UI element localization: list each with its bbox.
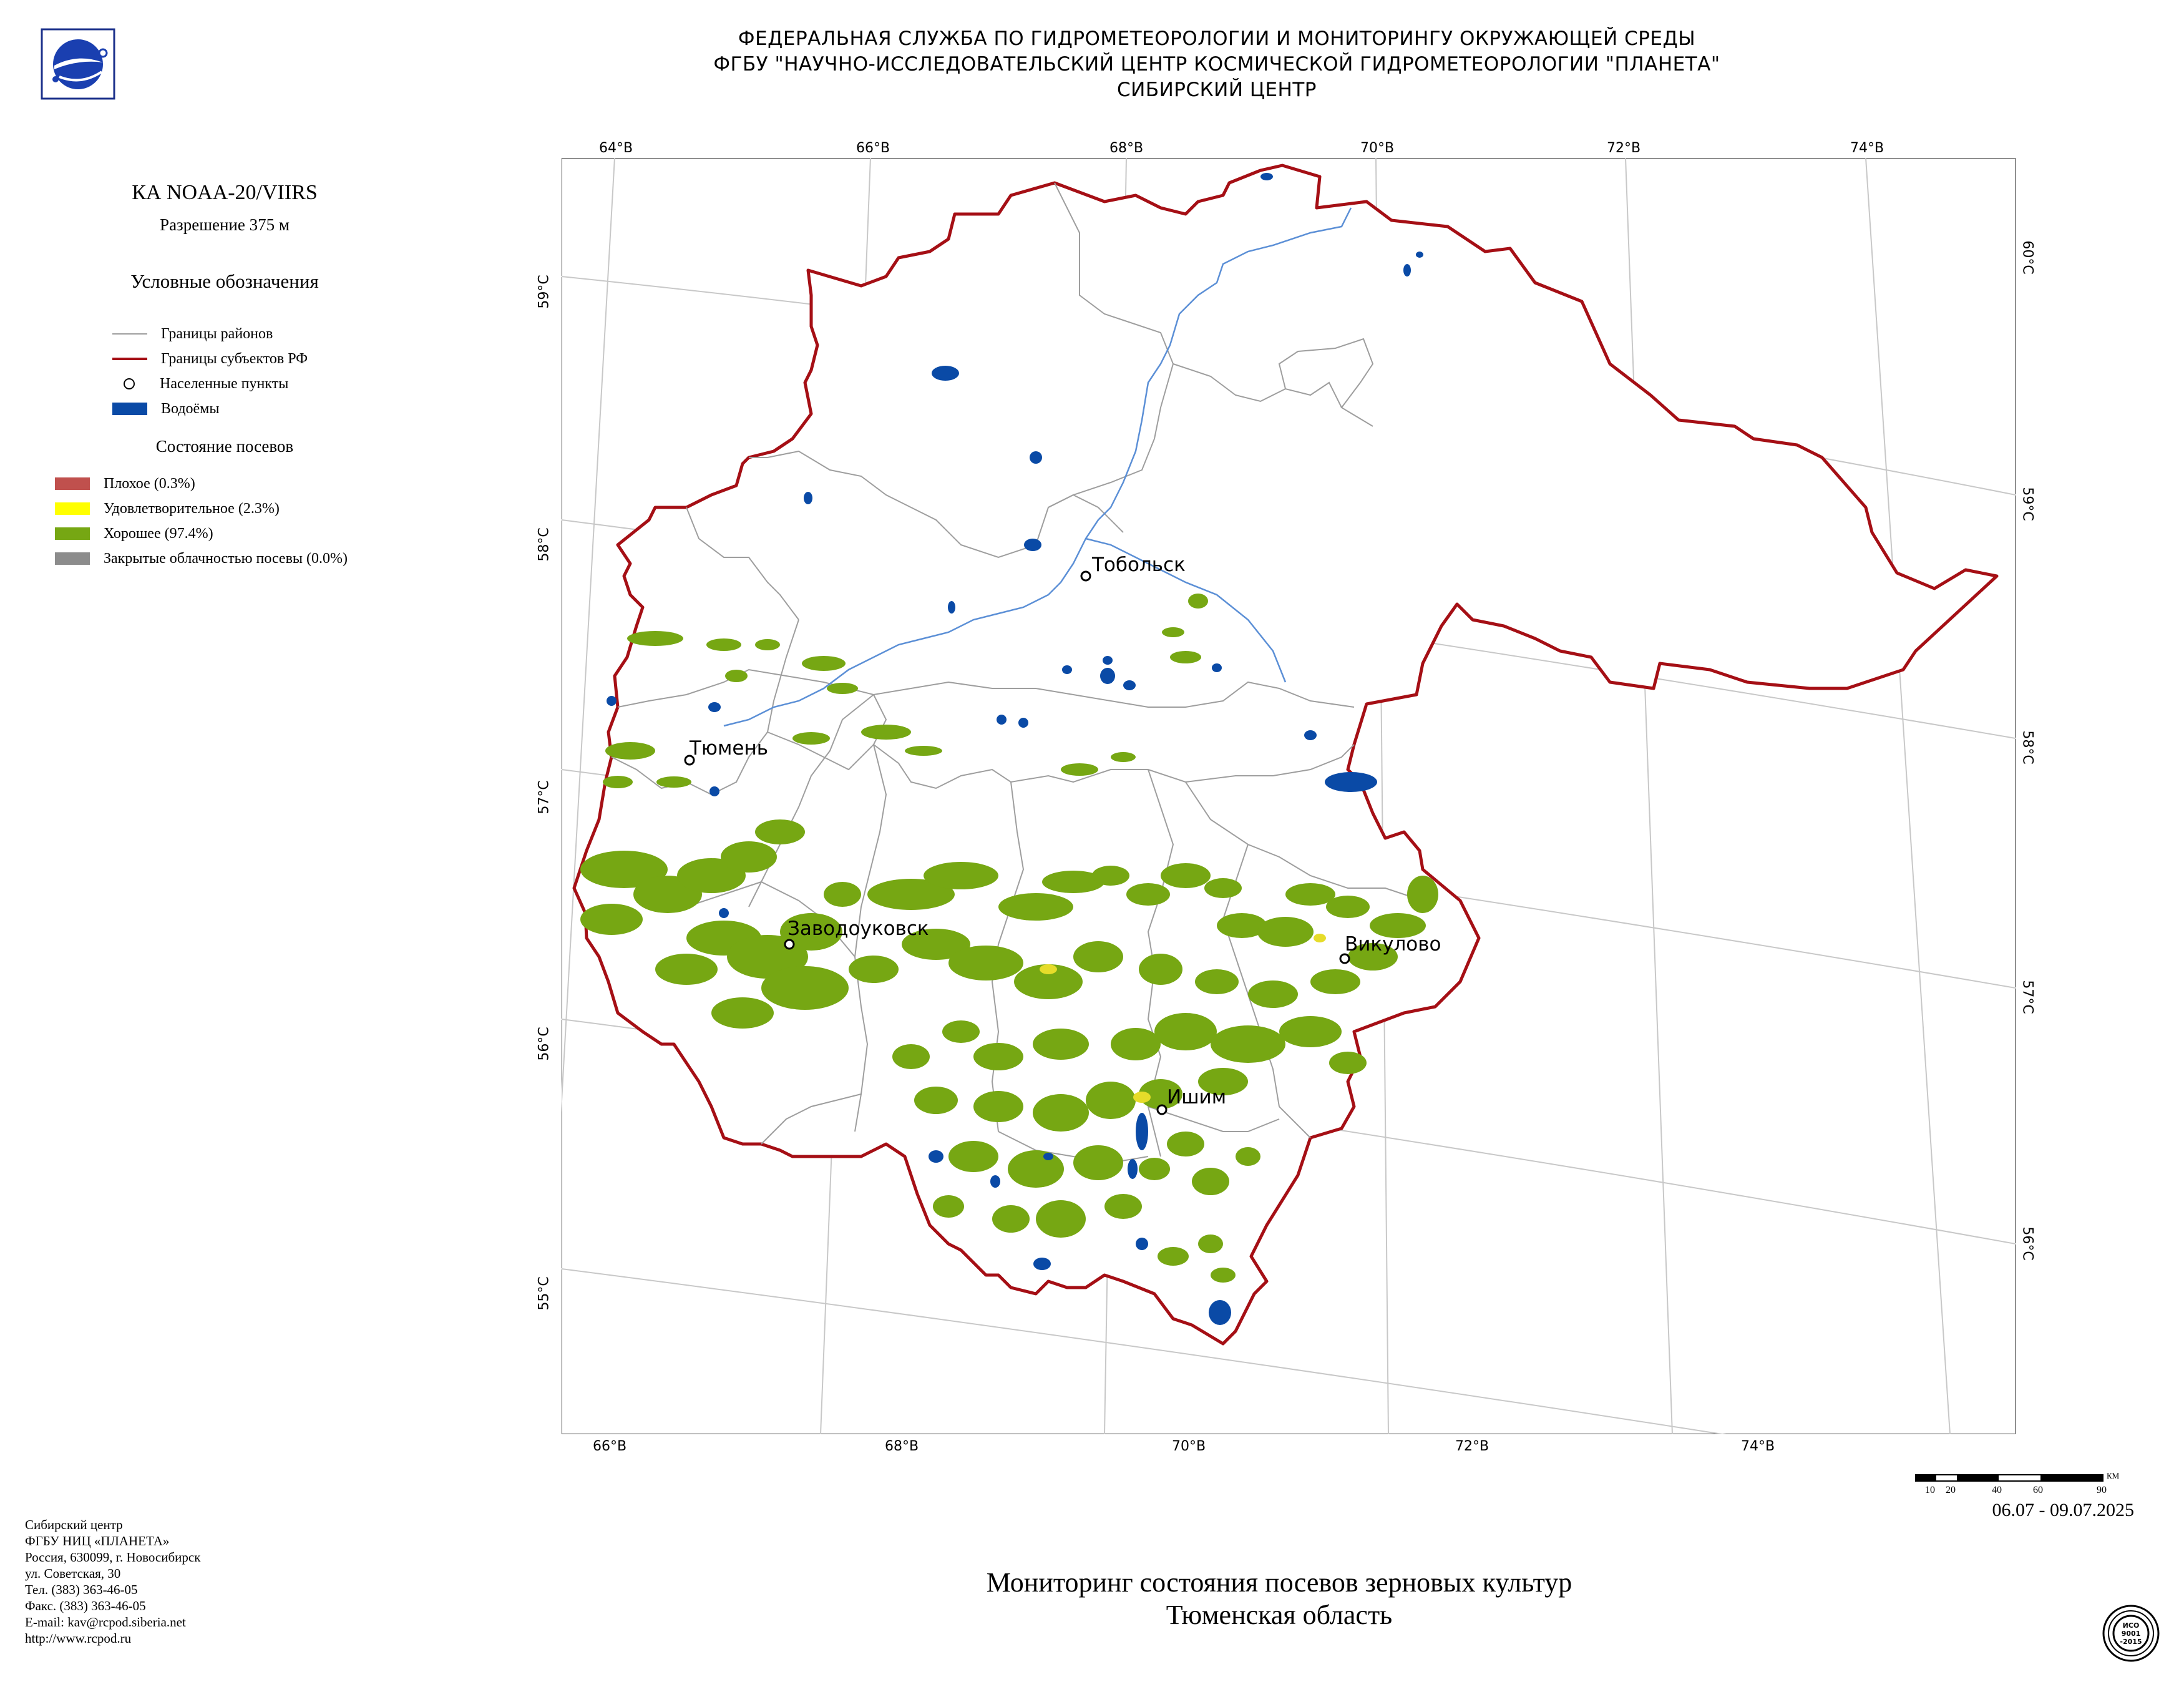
rivers bbox=[723, 207, 1352, 727]
legend-item-label: Удовлетворительное (2.3%) bbox=[104, 500, 280, 517]
city-label: Заводоуковск bbox=[787, 917, 929, 940]
city-marker bbox=[1156, 1104, 1168, 1115]
scale-label: 10 bbox=[1925, 1485, 1935, 1495]
top-lon-label: 72°В bbox=[1607, 140, 1641, 156]
header-line-3: СИБИРСКИЙ ЦЕНТР bbox=[1117, 79, 1317, 101]
legend-item-label: Границы районов bbox=[161, 325, 273, 342]
crop-fields-good bbox=[580, 594, 1438, 1283]
top-lon-label: 64°В bbox=[599, 140, 633, 156]
legend-item-district-borders: Границы районов bbox=[112, 325, 273, 343]
footer-line: Факс. (383) 363-46-05 bbox=[25, 1598, 146, 1613]
legend-item-label: Водоёмы bbox=[161, 400, 220, 417]
top-lon-label: 66°В bbox=[856, 140, 890, 156]
legend-item-water: Водоёмы bbox=[112, 399, 220, 418]
legend-item-label: Населенные пункты bbox=[160, 375, 289, 392]
right-lat-label: 60°С bbox=[2019, 240, 2035, 275]
crop-fields-satisfactory bbox=[1040, 934, 1326, 1103]
water-bodies bbox=[607, 173, 1423, 1325]
water-swatch bbox=[112, 403, 147, 415]
left-lat-label: 59°С bbox=[536, 275, 552, 309]
right-lat-label: 59°С bbox=[2019, 487, 2035, 521]
city-label: Ишим bbox=[1167, 1086, 1226, 1108]
city-ishim: Ишим bbox=[1156, 1086, 1226, 1115]
legend-item-region-borders: Границы субъектов РФ bbox=[112, 350, 308, 368]
footer-line: Тел. (383) 363-46-05 bbox=[25, 1582, 138, 1597]
legend-item-cloud: Закрытые облачностью посевы (0.0%) bbox=[55, 549, 348, 568]
iso-text: 9001 bbox=[2122, 1630, 2141, 1638]
city-label: Тобольск bbox=[1091, 554, 1186, 576]
satellite-label: КА NOAA-20/VIIRS bbox=[132, 181, 318, 204]
city-label: Тюмень bbox=[689, 737, 768, 760]
planeta-logo bbox=[41, 28, 115, 100]
city-vikulovo: Викулово bbox=[1339, 933, 1441, 964]
iso-certification-stamp: ИСО 9001 -2015 bbox=[2102, 1604, 2161, 1663]
legend-item-good: Хорошее (97.4%) bbox=[55, 524, 213, 543]
district-border-swatch bbox=[112, 333, 147, 335]
city-marker bbox=[1080, 570, 1091, 582]
scale-unit: КМ bbox=[2107, 1471, 2120, 1480]
left-lat-label: 58°С bbox=[536, 527, 552, 562]
scale-bar: 10 20 40 60 90 КМ bbox=[1909, 1470, 2122, 1504]
city-marker bbox=[684, 755, 695, 766]
right-lat-label: 56°С bbox=[2019, 1226, 2035, 1261]
scale-label: 60 bbox=[2033, 1485, 2043, 1495]
resolution-label: Разрешение 375 м bbox=[160, 215, 290, 234]
footer-line: Сибирский центр bbox=[25, 1517, 123, 1532]
header: ФЕДЕРАЛЬНАЯ СЛУЖБА ПО ГИДРОМЕТЕОРОЛОГИИ … bbox=[437, 26, 1997, 103]
city-marker bbox=[784, 939, 795, 950]
legend-title: Условные обозначения bbox=[130, 270, 319, 292]
top-lon-label: 74°В bbox=[1850, 140, 1884, 156]
footer-line: http://www.rcpod.ru bbox=[25, 1631, 132, 1646]
map-title-line-1: Мониторинг состояния посевов зерновых ку… bbox=[986, 1567, 1572, 1598]
legend-item-satisfactory: Удовлетворительное (2.3%) bbox=[55, 499, 280, 518]
map-title: Мониторинг состояния посевов зерновых ку… bbox=[749, 1567, 1810, 1631]
legend-item-label: Плохое (0.3%) bbox=[104, 475, 195, 492]
left-lat-label: 57°С bbox=[536, 780, 552, 814]
city-tyumen: Тюмень bbox=[684, 737, 768, 766]
left-lat-label: 55°С bbox=[536, 1276, 552, 1311]
header-line-2: ФГБУ "НАУЧНО-ИССЛЕДОВАТЕЛЬСКИЙ ЦЕНТР КОС… bbox=[713, 53, 1720, 76]
bottom-lon-label: 70°В bbox=[1172, 1439, 1206, 1454]
region-border-swatch bbox=[112, 358, 147, 360]
scale-label: 90 bbox=[2097, 1485, 2107, 1495]
legend-item-label: Границы субъектов РФ bbox=[161, 350, 308, 367]
legend-item-settlements: Населенные пункты bbox=[112, 374, 288, 393]
bottom-lon-label: 68°В bbox=[885, 1439, 919, 1454]
cloud-swatch bbox=[55, 552, 90, 565]
right-lat-label: 57°С bbox=[2019, 980, 2035, 1014]
footer-line: Россия, 630099, г. Новосибирск bbox=[25, 1550, 201, 1565]
bottom-lon-label: 72°В bbox=[1455, 1439, 1489, 1454]
footer-line: E-mail: kav@rcpod.siberia.net bbox=[25, 1615, 186, 1630]
legend-item-label: Закрытые облачностью посевы (0.0%) bbox=[104, 550, 348, 567]
top-lon-label: 68°В bbox=[1109, 140, 1144, 156]
city-tobolsk: Тобольск bbox=[1080, 554, 1186, 582]
left-lat-label: 56°С bbox=[536, 1027, 552, 1061]
good-swatch bbox=[55, 527, 90, 540]
poor-swatch bbox=[55, 477, 90, 490]
legend-item-poor: Плохое (0.3%) bbox=[55, 474, 195, 493]
city-zavodoukovsk: Заводоуковск bbox=[784, 917, 929, 950]
satisfactory-swatch bbox=[55, 502, 90, 515]
settlement-icon bbox=[124, 378, 135, 389]
contact-footer: Сибирский центр ФГБУ НИЦ «ПЛАНЕТА» Росси… bbox=[25, 1517, 399, 1646]
map-title-line-2: Тюменская область bbox=[1166, 1600, 1393, 1630]
bottom-lon-label: 74°В bbox=[1741, 1439, 1775, 1454]
iso-text: ИСО bbox=[2123, 1621, 2140, 1630]
date-range: 06.07 - 09.07.2025 bbox=[1992, 1500, 2135, 1520]
bottom-lon-label: 66°В bbox=[593, 1439, 627, 1454]
iso-text: -2015 bbox=[2120, 1638, 2142, 1646]
region-border bbox=[572, 164, 1999, 1346]
city-label: Викулово bbox=[1345, 933, 1441, 956]
scale-label: 20 bbox=[1946, 1485, 1956, 1495]
footer-line: ул. Советская, 30 bbox=[25, 1566, 121, 1581]
top-lon-label: 70°В bbox=[1360, 140, 1395, 156]
legend-item-label: Хорошее (97.4%) bbox=[104, 525, 213, 542]
scale-label: 40 bbox=[1992, 1485, 2002, 1495]
right-lat-label: 58°С bbox=[2019, 730, 2035, 765]
header-line-1: ФЕДЕРАЛЬНАЯ СЛУЖБА ПО ГИДРОМЕТЕОРОЛОГИИ … bbox=[738, 27, 1696, 50]
map-panel: Тобольск Тюмень Заводоуковск Викулово Иш… bbox=[562, 158, 2016, 1434]
crop-state-title: Состояние посевов bbox=[155, 437, 294, 456]
footer-line: ФГБУ НИЦ «ПЛАНЕТА» bbox=[25, 1533, 170, 1548]
city-marker bbox=[1339, 953, 1350, 964]
